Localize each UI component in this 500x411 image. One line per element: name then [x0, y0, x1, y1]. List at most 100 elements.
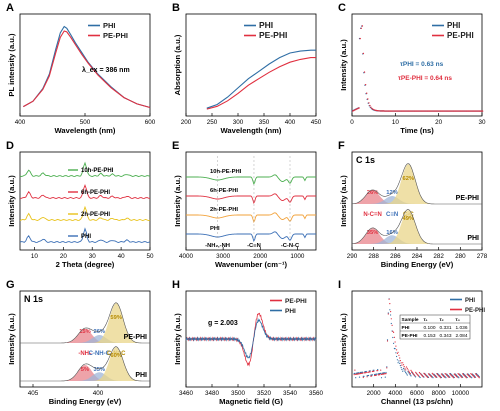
peak-percent: 26% — [93, 329, 105, 335]
x-tick-label: 286 — [390, 253, 401, 260]
data-point — [402, 370, 404, 372]
data-point — [455, 375, 457, 377]
data-point — [410, 369, 412, 371]
peak-label: C-NH-C — [89, 351, 111, 357]
panel-letter: D — [6, 140, 14, 152]
table-cell: 0.331 — [440, 325, 452, 331]
data-point — [457, 110, 459, 112]
data-point — [448, 376, 450, 378]
data-point — [435, 110, 437, 112]
data-point — [366, 376, 368, 378]
table-cell: 0.153 — [424, 333, 436, 339]
data-point — [429, 110, 432, 112]
x-tick-label: 278 — [477, 253, 488, 260]
x-tick-label: 2000 — [253, 253, 268, 260]
data-point — [387, 312, 389, 314]
data-point — [371, 107, 373, 110]
data-point — [450, 374, 452, 376]
x-tick-label: 30 — [478, 119, 486, 126]
data-point — [433, 110, 435, 112]
data-point — [420, 373, 422, 375]
data-point — [480, 110, 483, 112]
panel-letter: B — [172, 2, 180, 14]
data-point — [456, 376, 458, 378]
y-axis-label: PL intensity (a.u.) — [7, 33, 16, 97]
series-label: 10h-PE-PHI — [210, 169, 242, 175]
peak-percent: 59% — [110, 315, 122, 321]
annotation-tau-phi: τPHI = 0.63 ns — [400, 61, 444, 68]
data-point — [475, 374, 477, 376]
x-tick-label: 1000 — [290, 253, 305, 260]
data-point — [393, 336, 395, 338]
data-point — [373, 109, 375, 111]
data-point — [447, 376, 449, 378]
data-point — [432, 110, 434, 112]
data-point — [421, 375, 423, 377]
data-point — [421, 374, 423, 376]
plot-frame — [185, 13, 317, 117]
data-point — [415, 376, 417, 378]
data-point — [430, 375, 432, 377]
panel-d: 10 20 30 40 50 2 Theta (degree) Intensity (a.u… — [6, 140, 154, 269]
data-point — [477, 110, 479, 112]
series-line-2h-pe-phi — [186, 212, 316, 223]
panel-h: 3460 3480 3500 3520 3540 3560 Magnetic field (… — [172, 279, 323, 406]
data-point — [409, 374, 411, 376]
data-point — [449, 110, 451, 112]
data-point — [450, 110, 452, 112]
data-point — [391, 324, 393, 326]
sample-label: PE-PHI — [124, 334, 147, 341]
data-point — [474, 110, 476, 112]
data-point — [411, 110, 413, 112]
data-point — [457, 373, 459, 375]
panel-letter: C — [338, 2, 346, 14]
data-point — [363, 71, 366, 73]
peak-percent: 5% — [81, 367, 89, 373]
data-point — [414, 110, 417, 112]
annotation-label: -NH₂,-NH — [205, 243, 230, 249]
data-point — [386, 367, 388, 369]
data-point — [407, 110, 409, 112]
data-point — [463, 110, 465, 112]
data-point — [434, 376, 436, 378]
data-point — [418, 376, 420, 378]
data-point — [422, 110, 424, 112]
data-point — [393, 342, 395, 344]
data-point — [360, 27, 362, 29]
data-point — [396, 355, 398, 358]
x-tick-label: 3000 — [216, 253, 231, 260]
x-tick-label: 6000 — [410, 390, 425, 397]
data-point — [428, 374, 430, 376]
x-tick-label: 10 — [392, 119, 400, 126]
fit-peak — [352, 196, 482, 204]
data-point — [474, 373, 477, 375]
x-tick-label: 290 — [347, 253, 358, 260]
data-point — [362, 376, 364, 379]
data-point — [394, 348, 396, 350]
data-point — [369, 371, 371, 373]
data-point — [408, 371, 411, 373]
data-point — [421, 110, 423, 112]
data-point — [469, 376, 471, 378]
series-label: 2h-PE-PHI — [210, 207, 238, 213]
data-point — [462, 374, 464, 376]
data-point — [462, 110, 464, 112]
x-tick-label: 400 — [93, 390, 104, 397]
series-label: 10h-PE-PHI — [81, 168, 114, 174]
peak-percent: 26% — [367, 190, 379, 196]
data-point — [406, 374, 408, 376]
data-point — [359, 37, 361, 40]
data-point — [468, 110, 471, 112]
data-point — [402, 362, 404, 364]
data-point — [397, 110, 399, 112]
data-point — [403, 110, 406, 112]
x-axis-label: Binding Energy (eV) — [49, 397, 122, 406]
data-point — [380, 377, 383, 379]
data-point — [430, 376, 433, 378]
x-tick-label: 250 — [207, 119, 218, 126]
data-point — [439, 376, 441, 378]
data-point — [361, 372, 364, 374]
data-point — [401, 368, 403, 371]
panel-letter: E — [172, 140, 179, 152]
data-point — [394, 110, 396, 112]
